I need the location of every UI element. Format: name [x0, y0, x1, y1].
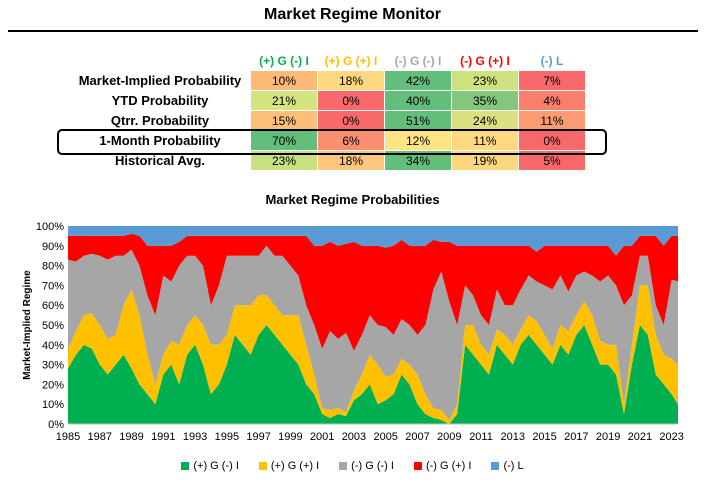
legend-label: (-) G (-) I [351, 460, 394, 472]
x-tick-label: 2001 [310, 431, 334, 443]
table-cell: 0% [317, 90, 385, 111]
legend-swatch [258, 462, 267, 471]
y-tick-label: 40% [42, 340, 64, 352]
column-header: (+) G (-) I [259, 54, 309, 68]
table-row: Market-Implied Probability 10% 18% 42% 2… [72, 70, 586, 91]
table-cell: 35% [451, 90, 519, 111]
area-series [68, 226, 678, 256]
row-label: YTD Probability [111, 93, 209, 108]
y-tick-label: 100% [36, 221, 64, 233]
x-tick-label: 1997 [246, 431, 270, 443]
y-tick-label: 70% [42, 280, 64, 292]
column-header: (+) G (+) I [324, 54, 378, 68]
area-series [68, 233, 678, 351]
area-series [68, 285, 678, 424]
table-cell: 23% [451, 70, 519, 91]
table-corner [72, 52, 251, 71]
x-tick-label: 2013 [501, 431, 525, 443]
table-cell: 4% [518, 90, 586, 111]
x-tick-label: 2005 [373, 431, 397, 443]
column-header: (-) G (-) I [394, 54, 442, 68]
legend-label: (-) L [503, 460, 524, 472]
table-cell: 19% [451, 150, 519, 171]
table-cell: 23% [250, 150, 318, 171]
row-label: Historical Avg. [114, 153, 206, 168]
table-cell: 34% [384, 150, 452, 171]
table-cell: 7% [518, 70, 586, 91]
x-tick-label: 1989 [119, 431, 143, 443]
table-cell: 18% [317, 70, 385, 91]
area-series [68, 245, 678, 421]
title-divider [8, 30, 698, 32]
table-cell: 40% [384, 90, 452, 111]
legend-swatch [339, 462, 348, 471]
x-tick-label: 1991 [151, 431, 175, 443]
x-tick-label: 2019 [596, 431, 620, 443]
legend-label: (-) G (+) I [425, 460, 472, 472]
y-tick-label: 90% [42, 241, 64, 253]
table-cell: 51% [384, 110, 452, 131]
legend-label: (+) G (-) I [193, 460, 239, 472]
table-cell: 5% [518, 150, 586, 171]
x-tick-label: 1993 [183, 431, 207, 443]
y-tick-label: 20% [42, 379, 64, 391]
chart-legend: (+) G (-) I (+) G (+) I (-) G (-) I (-) G (… [0, 460, 705, 472]
table-header-row: (+) G (-) I (+) G (+) I (-) G (-) I (-) … [72, 52, 586, 71]
table-row: Historical Avg. 23% 18% 34% 19% 5% [72, 150, 586, 171]
row-label: 1-Month Probability [99, 133, 221, 148]
table-cell: 11% [518, 110, 586, 131]
table-cell: 15% [250, 110, 318, 131]
table-cell: 10% [250, 70, 318, 91]
table-cell: 6% [317, 130, 385, 151]
y-tick-label: 50% [42, 320, 64, 332]
table-cell: 0% [317, 110, 385, 131]
legend-swatch [413, 462, 422, 471]
table-cell: 42% [384, 70, 452, 91]
regime-probabilities-chart: 0% 10% 20% 30% 40% 50% 60% 70% 80% 90% 100% 1985 198… [22, 221, 684, 443]
table-cell: 21% [250, 90, 318, 111]
x-tick-label: 2011 [469, 431, 493, 443]
table-row: YTD Probability 21% 0% 40% 35% 4% [72, 90, 586, 111]
table-row: Qtrr. Probability 15% 0% 51% 24% 11% [72, 110, 586, 131]
y-tick-label: 10% [42, 399, 64, 411]
x-tick-label: 2007 [405, 431, 429, 443]
x-tick-label: 1987 [88, 431, 112, 443]
row-label: Qtrr. Probability [110, 113, 210, 128]
page-title: Market Regime Monitor [264, 6, 441, 23]
x-tick-label: 2003 [342, 431, 366, 443]
legend-swatch [181, 462, 190, 471]
legend-label: (+) G (+) I [270, 460, 320, 472]
legend-item: (-) G (-) I [339, 460, 394, 472]
y-tick-label: 80% [42, 261, 64, 273]
regime-probability-table: (+) G (-) I (+) G (+) I (-) G (-) I (-) … [72, 52, 586, 171]
row-label: Market-Implied Probability [78, 73, 242, 88]
chart-title: Market Regime Probabilities [265, 192, 440, 207]
legend-item: (+) G (+) I [258, 460, 320, 472]
column-header: (-) G (+) I [460, 54, 510, 68]
legend-item: (-) G (+) I [413, 460, 472, 472]
x-tick-label: 1999 [278, 431, 302, 443]
x-tick-label: 2017 [564, 431, 588, 443]
x-tick-label: 2021 [628, 431, 652, 443]
table-cell: 24% [451, 110, 519, 131]
y-tick-label: 60% [42, 300, 64, 312]
table-cell: 18% [317, 150, 385, 171]
y-axis-label: Market-Implied Regime [22, 270, 33, 380]
legend-item: (-) L [491, 460, 524, 472]
y-tick-label: 30% [42, 360, 64, 372]
area-series [68, 325, 678, 424]
table-cell: 12% [384, 130, 452, 151]
y-tick-label: 0% [48, 419, 64, 431]
x-tick-label: 2015 [532, 431, 556, 443]
x-tick-label: 2009 [437, 431, 461, 443]
one-month-highlight-box [57, 129, 607, 155]
x-tick-label: 2023 [659, 431, 683, 443]
column-header: (-) L [540, 54, 564, 68]
x-tick-label: 1985 [56, 431, 80, 443]
legend-item: (+) G (-) I [181, 460, 239, 472]
legend-swatch [491, 462, 500, 471]
x-tick-label: 1995 [215, 431, 239, 443]
